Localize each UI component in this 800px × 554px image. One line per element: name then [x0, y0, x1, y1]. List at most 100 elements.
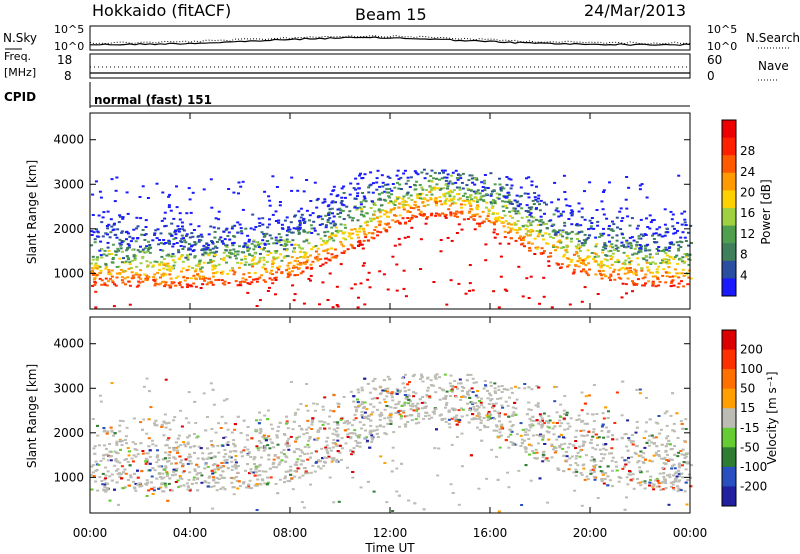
range-cell — [675, 412, 679, 415]
range-cell — [198, 259, 202, 262]
range-cell — [662, 250, 666, 253]
range-cell — [543, 212, 546, 215]
range-cell — [138, 482, 142, 485]
range-cell — [611, 236, 614, 239]
range-cell — [226, 272, 230, 275]
range-cell — [368, 286, 372, 289]
range-cell — [187, 391, 191, 394]
range-cell — [679, 420, 683, 423]
range-cell — [213, 236, 217, 239]
range-cell — [275, 250, 279, 252]
range-cell — [663, 412, 667, 415]
range-cell — [353, 247, 356, 250]
range-cell — [471, 181, 475, 184]
range-cell — [530, 388, 534, 391]
range-cell — [345, 205, 349, 208]
range-cell — [413, 170, 417, 173]
range-cell — [243, 446, 247, 449]
range-cell — [122, 269, 126, 272]
range-cell — [213, 230, 217, 233]
range-cell — [118, 419, 122, 422]
range-cell — [168, 232, 172, 235]
range-cell — [491, 199, 495, 202]
range-cell — [457, 198, 461, 201]
range-cell — [192, 478, 196, 481]
range-cell — [671, 213, 675, 216]
range-cell — [209, 258, 213, 261]
range-cell — [271, 463, 275, 466]
range-cell — [430, 416, 434, 419]
range-cell — [222, 436, 226, 439]
colorbar-swatch — [722, 172, 736, 191]
range-cell — [211, 260, 215, 262]
range-cell — [641, 456, 645, 459]
range-cell — [574, 245, 578, 248]
range-cell — [264, 269, 268, 272]
range-cell — [299, 250, 303, 253]
range-cell — [379, 220, 382, 223]
range-cell — [486, 215, 490, 218]
range-cell — [683, 221, 687, 224]
range-cell — [542, 434, 545, 437]
range-cell — [400, 462, 403, 465]
range-cell — [601, 251, 605, 254]
range-cell — [664, 487, 668, 490]
range-cell — [244, 278, 248, 281]
range-cell — [263, 482, 267, 485]
range-cell — [681, 268, 685, 271]
range-cell — [418, 194, 422, 197]
range-cell — [127, 246, 131, 249]
range-cell — [202, 277, 206, 280]
range-cell — [574, 447, 578, 449]
range-cell — [491, 200, 495, 203]
range-cell — [214, 481, 218, 484]
range-cell — [338, 215, 342, 218]
range-cell — [585, 272, 589, 275]
range-cell — [91, 274, 95, 276]
range-cell — [544, 458, 548, 461]
range-cell — [161, 249, 165, 252]
range-cell — [389, 416, 393, 419]
range-cell — [686, 283, 690, 286]
range-cell — [517, 265, 521, 268]
range-cell — [539, 215, 543, 218]
range-cell — [318, 303, 321, 306]
range-cell — [588, 268, 591, 271]
range-cell — [206, 465, 210, 468]
range-cell — [187, 265, 191, 268]
range-cell — [679, 489, 683, 492]
range-cell — [443, 201, 447, 204]
range-cell — [275, 266, 279, 269]
range-cell — [202, 458, 206, 461]
range-cell — [208, 261, 212, 264]
range-cell — [387, 195, 391, 198]
range-cell — [542, 201, 546, 204]
range-cell — [123, 468, 127, 471]
range-cell — [219, 427, 223, 429]
range-cell — [672, 284, 676, 287]
range-cell — [531, 199, 535, 202]
range-cell — [524, 431, 528, 434]
range-cell — [342, 218, 346, 220]
range-cell — [402, 172, 406, 175]
range-cell — [564, 249, 568, 252]
range-cell — [334, 430, 338, 433]
range-cell — [418, 197, 422, 200]
range-cell — [521, 295, 525, 298]
range-cell — [172, 243, 176, 245]
range-cell — [496, 411, 500, 414]
range-cell — [537, 422, 540, 425]
range-cell — [187, 485, 190, 488]
range-cell — [240, 232, 244, 235]
range-cell — [181, 248, 185, 250]
range-cell — [659, 428, 663, 431]
range-cell — [560, 263, 564, 266]
range-cell — [271, 213, 275, 216]
range-cell — [468, 264, 472, 266]
range-cell — [297, 231, 301, 234]
range-cell — [386, 390, 389, 393]
range-cell — [471, 401, 475, 404]
range-cell — [207, 277, 211, 280]
range-cell — [442, 171, 445, 174]
range-cell — [146, 250, 150, 253]
